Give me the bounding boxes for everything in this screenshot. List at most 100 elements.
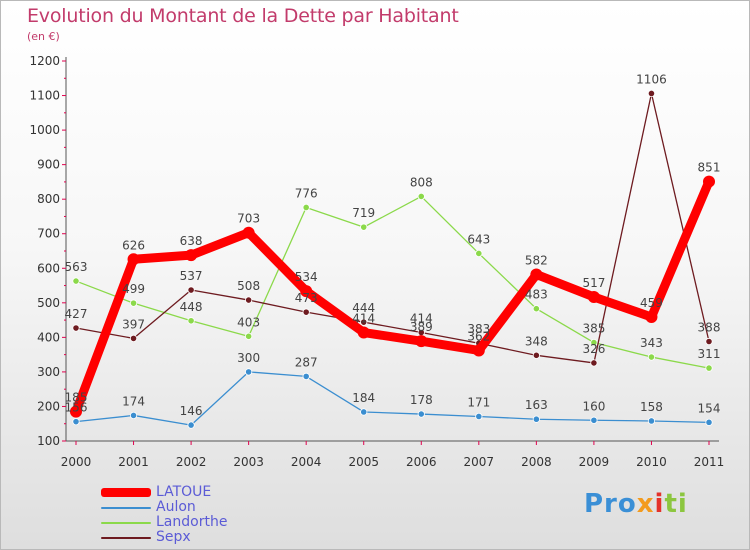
data-point-latoue (185, 249, 198, 262)
x-tick-label: 2007 (464, 455, 495, 469)
data-point-aulon (705, 418, 713, 426)
data-point-landorthe (647, 353, 656, 361)
legend-label: LATOUE (156, 484, 212, 500)
data-point-sepx (72, 324, 80, 332)
data-label-landorthe: 311 (698, 347, 721, 361)
data-point-sepx (705, 337, 713, 346)
data-point-aulon (475, 412, 483, 421)
data-label-aulon: 184 (352, 391, 375, 405)
data-label-aulon: 300 (237, 351, 260, 365)
data-point-sepx (302, 308, 310, 316)
data-label-latoue: 703 (237, 212, 260, 226)
x-tick-label: 2010 (636, 455, 667, 469)
data-point-landorthe (72, 277, 80, 285)
data-label-aulon: 174 (122, 394, 145, 408)
data-point-latoue (300, 285, 313, 298)
x-tick-label: 2003 (233, 455, 264, 469)
legend-swatch (101, 521, 151, 524)
data-point-sepx (647, 89, 656, 98)
x-tick-label: 2002 (176, 455, 207, 469)
data-label-landorthe: 563 (65, 260, 88, 274)
y-tick-label: 800 (37, 192, 60, 206)
chart-title: Evolution du Montant de la Dette par Hab… (27, 5, 459, 27)
data-point-latoue (70, 405, 82, 418)
data-label-aulon: 154 (698, 401, 721, 415)
series-line-landorthe (75, 195, 710, 369)
y-tick-label: 1200 (29, 54, 60, 68)
data-label-sepx: 444 (352, 301, 375, 315)
data-point-latoue (530, 268, 543, 281)
legend-label: Aulon (156, 499, 196, 515)
x-tick-label: 2004 (291, 455, 322, 469)
data-label-latoue: 626 (122, 238, 145, 252)
y-tick-label: 1100 (29, 89, 60, 103)
data-label-latoue: 362 (467, 329, 490, 343)
data-label-aulon: 160 (582, 399, 605, 413)
data-label-latoue: 534 (295, 270, 318, 284)
data-point-sepx (590, 359, 598, 367)
legend-label: Landorthe (156, 514, 228, 530)
series-line-sepx (75, 92, 710, 364)
y-tick-label: 100 (37, 434, 60, 448)
data-label-sepx: 388 (698, 321, 721, 335)
data-label-latoue: 582 (525, 253, 548, 267)
x-tick-label: 2006 (406, 455, 437, 469)
legend-item-sepx: Sepx (101, 530, 227, 545)
data-point-landorthe (532, 305, 540, 313)
data-label-sepx: 1106 (636, 72, 667, 86)
data-label-landorthe: 643 (467, 232, 490, 246)
data-point-landorthe (417, 192, 425, 201)
y-tick-label: 400 (37, 330, 60, 344)
logo-part: x (636, 489, 655, 519)
data-label-latoue: 517 (582, 276, 605, 290)
y-tick-label: 700 (37, 227, 60, 241)
data-label-latoue: 185 (65, 391, 88, 405)
data-point-latoue (587, 290, 600, 303)
data-label-landorthe: 483 (525, 288, 548, 302)
data-point-latoue (703, 175, 715, 188)
legend-swatch (101, 488, 151, 497)
data-label-latoue: 459 (640, 296, 663, 310)
legend-item-aulon: Aulon (101, 500, 227, 515)
data-label-sepx: 414 (410, 312, 433, 326)
data-point-landorthe (705, 364, 713, 372)
series-line-aulon (75, 371, 710, 426)
logo-part: ti (664, 489, 688, 519)
data-point-landorthe (360, 223, 368, 231)
series-line-latoue (71, 177, 714, 417)
data-label-latoue: 638 (180, 234, 203, 248)
data-point-landorthe (245, 332, 253, 340)
legend-item-landorthe: Landorthe (101, 515, 227, 530)
data-point-landorthe (590, 338, 598, 347)
y-tick-label: 1000 (29, 123, 60, 137)
y-tick-label: 500 (37, 296, 60, 310)
legend-swatch (101, 536, 151, 539)
data-point-aulon (417, 410, 425, 418)
data-label-aulon: 287 (295, 355, 318, 369)
data-point-latoue (357, 326, 370, 339)
data-label-landorthe: 808 (410, 175, 433, 189)
legend-swatch (101, 506, 151, 509)
data-label-aulon: 163 (525, 398, 548, 412)
data-point-aulon (532, 415, 540, 423)
data-label-aulon: 156 (65, 401, 88, 415)
data-label-landorthe: 776 (295, 186, 318, 200)
data-point-sepx (360, 318, 368, 326)
proxiti-logo: Proxiti (584, 489, 688, 519)
data-label-aulon: 178 (410, 393, 433, 407)
data-label-latoue: 389 (410, 320, 433, 334)
x-tick-label: 2009 (579, 455, 610, 469)
data-point-sepx (532, 351, 540, 359)
data-point-landorthe (129, 299, 138, 307)
data-label-landorthe: 719 (352, 206, 375, 220)
data-point-aulon (360, 408, 368, 416)
data-point-sepx (245, 296, 253, 304)
data-point-latoue (645, 310, 658, 323)
data-label-latoue: 414 (352, 312, 375, 326)
data-point-landorthe (187, 317, 195, 325)
x-tick-label: 2000 (61, 455, 92, 469)
data-point-aulon (590, 416, 598, 424)
data-point-aulon (129, 411, 138, 420)
